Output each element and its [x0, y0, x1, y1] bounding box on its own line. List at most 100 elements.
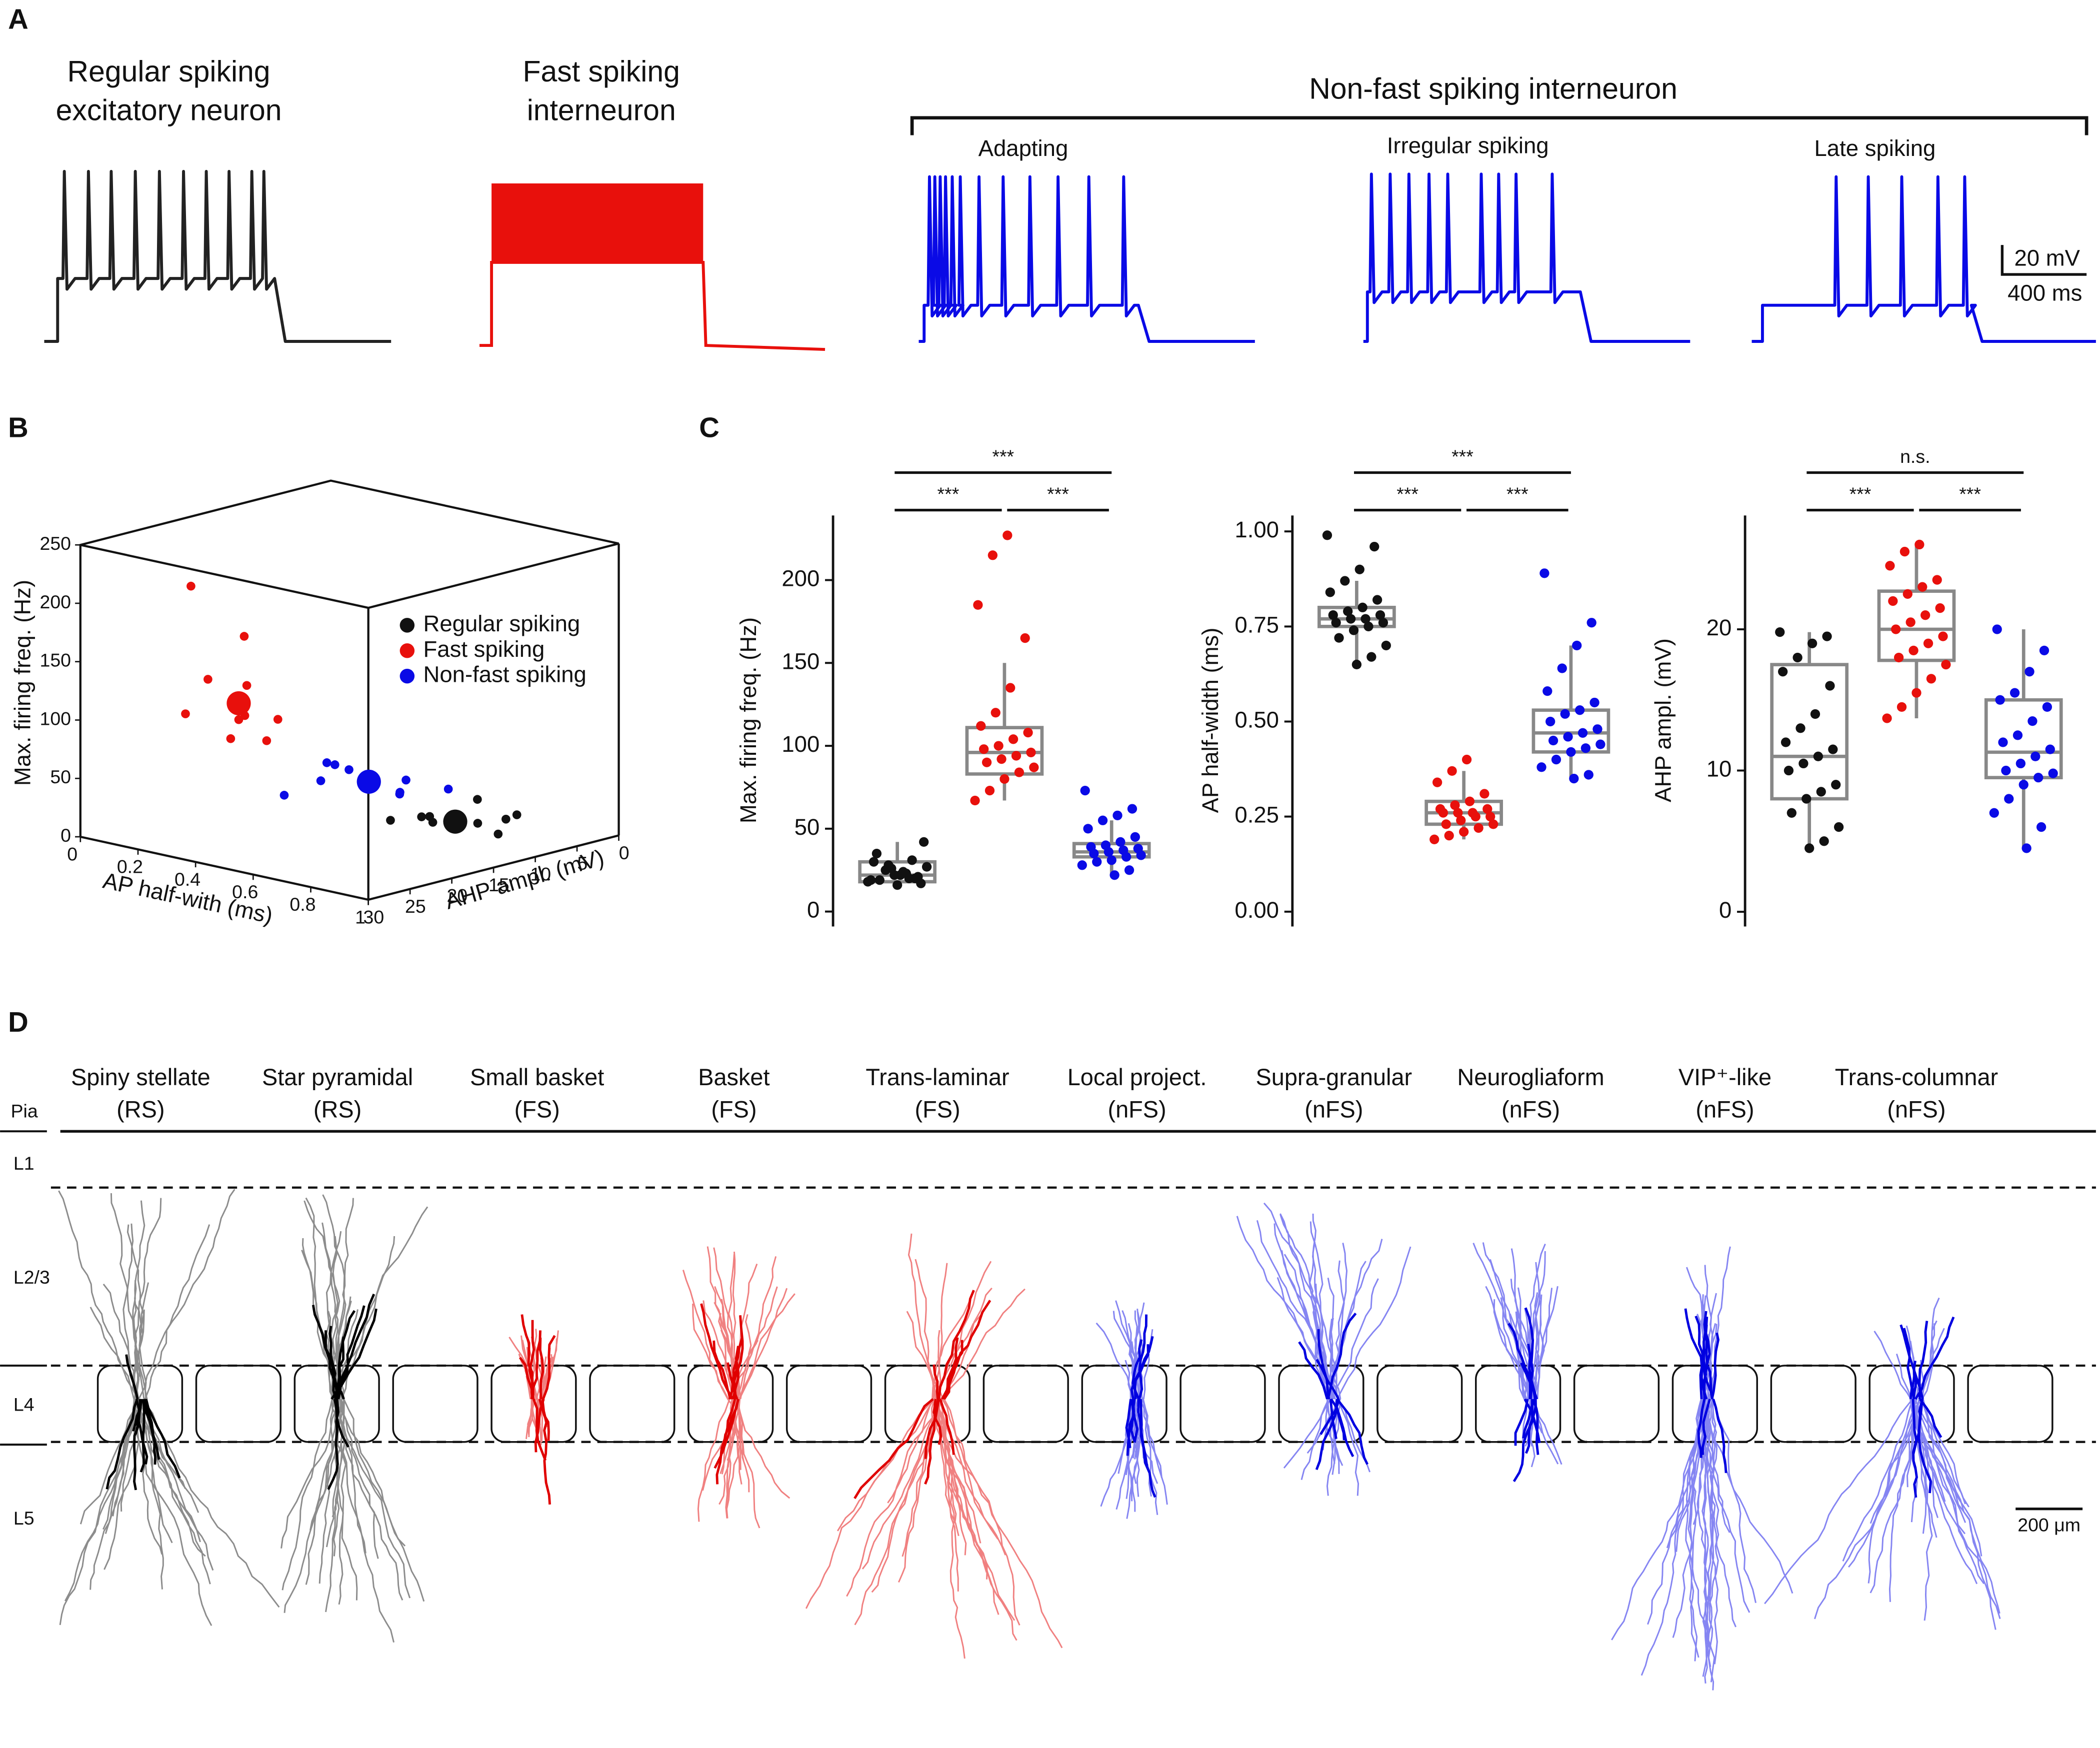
y-tick-label: 150 [40, 650, 71, 671]
neurite [1330, 1278, 1379, 1400]
data-point [1586, 618, 1596, 628]
neuron-name: Trans-columnar [1835, 1064, 1998, 1090]
neurite [712, 1340, 734, 1400]
data-point [1902, 589, 1912, 599]
box [1984, 698, 2063, 780]
neuron-name: Neurogliaform [1457, 1064, 1604, 1090]
neurite [1283, 1399, 1330, 1469]
neurite [144, 1399, 181, 1479]
data-point [1989, 808, 1999, 818]
neurite [682, 1270, 728, 1400]
bracket [910, 116, 2088, 135]
neurite [134, 1303, 144, 1400]
neurite [1874, 1331, 1912, 1400]
voltage-trace [44, 169, 392, 343]
neurite [1698, 1399, 1718, 1665]
data-point [1786, 808, 1796, 818]
neurite [1096, 1322, 1134, 1400]
x-tick-label: 0.6 [232, 881, 258, 902]
neurite [944, 1399, 1063, 1649]
trace-title: Irregular spiking [1387, 133, 1549, 158]
neurite [1517, 1287, 1533, 1400]
data-point [1918, 582, 1928, 592]
data-point [1819, 836, 1829, 846]
y-tick-label: 0 [1719, 897, 1732, 923]
data-point [1816, 787, 1826, 797]
neurite [1710, 1332, 1720, 1400]
y-tick-label: 0.00 [1234, 897, 1279, 923]
neurite [1325, 1399, 1344, 1466]
neurite [1911, 1361, 1916, 1400]
data-point [1888, 596, 1898, 606]
data-point [1441, 819, 1451, 829]
data-point [1810, 709, 1820, 719]
neurite [1508, 1323, 1532, 1400]
data-point [1343, 606, 1353, 616]
data-point [1029, 762, 1039, 772]
data-point [1450, 800, 1460, 810]
neuron-name: VIP⁺-like [1678, 1064, 1772, 1090]
neurite [327, 1399, 340, 1490]
data-point [494, 829, 503, 839]
neurite [305, 1399, 340, 1585]
neurite [940, 1288, 1026, 1400]
neurite [1526, 1315, 1542, 1400]
data-point [1331, 618, 1341, 628]
voltage-trace [1752, 175, 2096, 343]
neuron-name: Spiny stellate [71, 1064, 210, 1090]
data-point [2010, 688, 2020, 698]
data-point [1578, 728, 1588, 738]
x-tick-label: 1 [355, 906, 366, 927]
data-point [916, 878, 926, 888]
data-point [982, 757, 992, 767]
neurite [871, 1399, 942, 1593]
neurite [1697, 1399, 1706, 1458]
neurite [1912, 1399, 1996, 1630]
data-point [1008, 734, 1018, 744]
data-point [2012, 730, 2023, 740]
box [1770, 663, 1849, 801]
neurite [530, 1399, 538, 1430]
neurite [1703, 1311, 1714, 1400]
neurite [1337, 1399, 1360, 1496]
neurite [716, 1399, 736, 1485]
data-point [874, 875, 884, 885]
data-point [1127, 804, 1138, 814]
data-point [1560, 709, 1570, 719]
significance-label: n.s. [1900, 446, 1930, 467]
y-tick-label: 1.00 [1234, 517, 1279, 542]
data-point [1796, 723, 1806, 733]
data-point [1328, 610, 1338, 620]
barrel [786, 1365, 872, 1443]
y-tick-label: 150 [782, 648, 820, 674]
y-tick-label: 10 [1706, 756, 1732, 782]
neurite [1702, 1399, 1711, 1455]
data-point [1894, 652, 1904, 663]
neurite [334, 1399, 425, 1602]
data-point [1798, 758, 1808, 769]
pia-label: Pia [11, 1101, 38, 1122]
neurite [1706, 1399, 1730, 1533]
significance-label: *** [1959, 483, 1981, 504]
neurite [1896, 1354, 1912, 1400]
y-tick-label: 200 [40, 591, 71, 612]
neurite [1688, 1399, 1704, 1662]
neurite [141, 1399, 280, 1608]
data-point [2016, 758, 2026, 769]
data-point [1923, 638, 1934, 648]
data-point [1375, 610, 1386, 620]
y-tick-label: 100 [782, 731, 820, 757]
data-point [907, 855, 917, 865]
data-point [1098, 815, 1108, 825]
neurite [1256, 1220, 1340, 1400]
data-point [186, 581, 196, 591]
neurite [697, 1399, 730, 1522]
neurite [110, 1193, 145, 1400]
data-point [402, 775, 410, 785]
neurite [1125, 1399, 1132, 1456]
data-point [1432, 777, 1442, 787]
data-point [1462, 754, 1472, 765]
neurite [318, 1399, 334, 1584]
voltage-trace [918, 175, 1255, 343]
data-point [226, 734, 236, 743]
